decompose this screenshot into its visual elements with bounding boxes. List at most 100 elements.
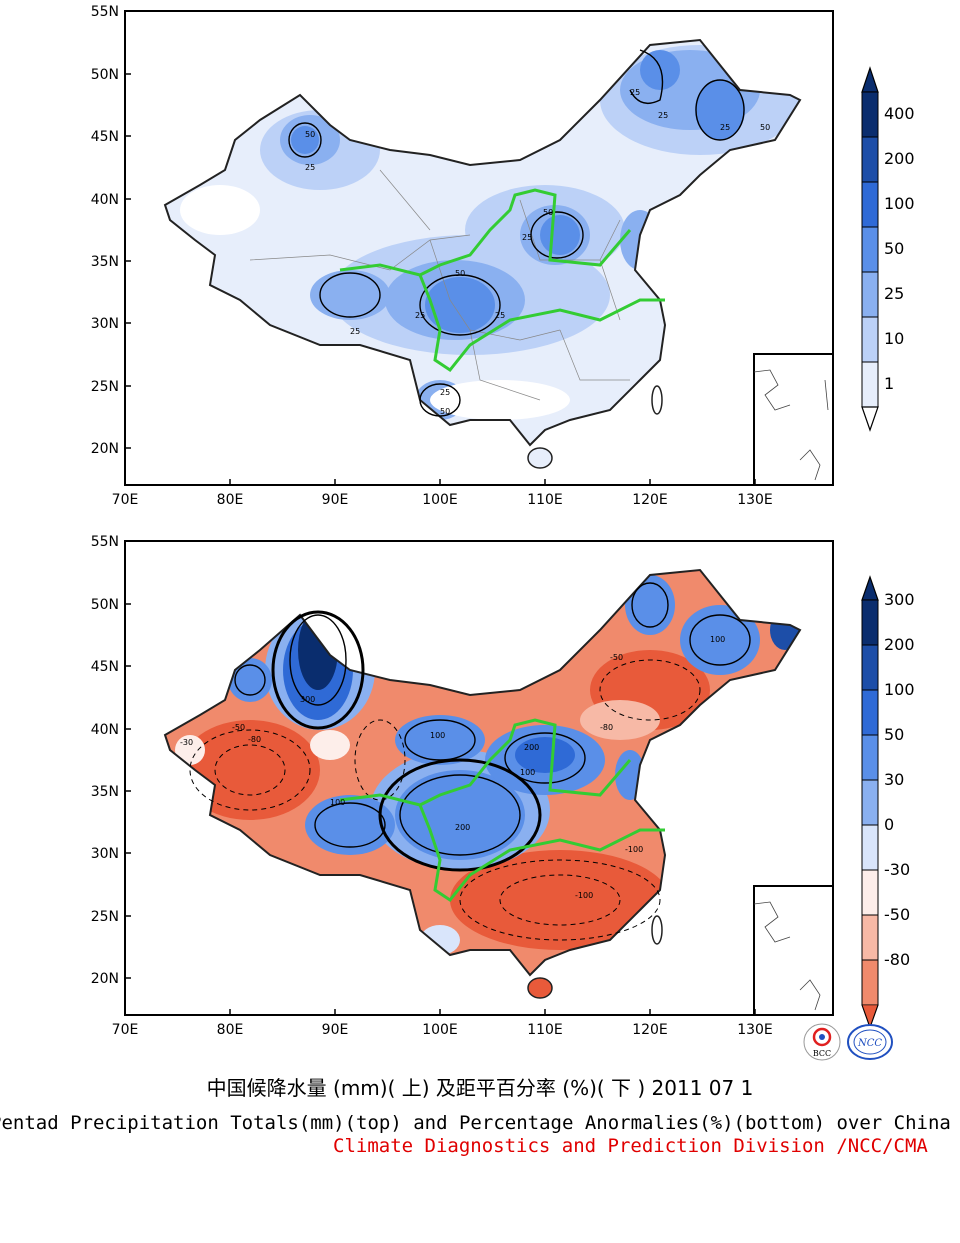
lon-label: 130E	[737, 1022, 773, 1038]
contour-label: -100	[625, 845, 643, 854]
colorbar-label: 100	[884, 680, 915, 699]
top-precip-shading	[163, 38, 802, 469]
contour-label: 25	[658, 111, 668, 120]
bcc-logo-icon: BCC	[803, 1023, 841, 1061]
lon-label: 90E	[322, 492, 349, 508]
lat-label: 50N	[91, 597, 119, 613]
colorbar-label: 50	[884, 239, 904, 258]
contour-label: -30	[180, 738, 193, 747]
contour-label: -80	[248, 735, 261, 744]
contour-label: 50	[543, 208, 553, 217]
lat-label: 55N	[91, 534, 119, 550]
contour-label: 300	[300, 695, 315, 704]
lon-label: 110E	[527, 1022, 563, 1038]
top-lat-labels: 55N 50N 45N 40N 35N 30N 25N 20N	[91, 4, 119, 457]
contour-label: 50	[455, 269, 465, 278]
colorbar-bottom-arrow	[861, 1004, 879, 1028]
contour-label: 100	[520, 768, 535, 777]
lon-label: 100E	[422, 492, 458, 508]
ncc-logo: NCC	[846, 1022, 893, 1062]
bottom-colorbar: 300 200 100 50 30 0 -30 -50 -80	[861, 575, 915, 1028]
top-inset-map	[753, 353, 834, 486]
top-map-svg: 50 25 25 50 25 25 25 50 25 25 50 25 25 5…	[91, 4, 915, 508]
lon-label: 120E	[632, 1022, 668, 1038]
lat-label: 35N	[91, 784, 119, 800]
top-contour-labels: 50 25 25 50 25 25 25 50 25 25 50 25 25 5…	[305, 88, 770, 416]
contour-label: 200	[455, 823, 470, 832]
credit-line: Climate Diagnostics and Prediction Divis…	[333, 1135, 928, 1157]
contour-label: 50	[760, 123, 770, 132]
lat-label: 30N	[91, 846, 119, 862]
bottom-lon-labels: 70E 80E 90E 100E 110E 120E 130E	[112, 1022, 773, 1038]
contour-label: 100	[430, 731, 445, 740]
colorbar-label: 1	[884, 374, 894, 393]
lat-label: 40N	[91, 192, 119, 208]
contour-label: 100	[710, 635, 725, 644]
contour-label: -100	[575, 891, 593, 900]
lon-label: 70E	[112, 1022, 139, 1038]
lon-label: 90E	[322, 1022, 349, 1038]
bottom-lat-labels: 55N 50N 45N 40N 35N 30N 25N 20N	[91, 534, 119, 987]
lat-label: 20N	[91, 441, 119, 457]
lat-label: 45N	[91, 129, 119, 145]
colorbar-label: 10	[884, 329, 904, 348]
lon-label: 70E	[112, 492, 139, 508]
top-lon-labels: 70E 80E 90E 100E 110E 120E 130E	[112, 492, 773, 508]
lat-label: 35N	[91, 254, 119, 270]
lon-label: 130E	[737, 492, 773, 508]
colorbar-label: 30	[884, 770, 904, 789]
ncc-logo-text: NCC	[857, 1038, 882, 1049]
lat-label: 25N	[91, 909, 119, 925]
colorbar-label: 100	[884, 194, 915, 213]
contour-label: 25	[630, 88, 640, 97]
lon-label: 120E	[632, 492, 668, 508]
lat-label: 25N	[91, 379, 119, 395]
contour-label: 25	[440, 388, 450, 397]
lon-label: 110E	[527, 492, 563, 508]
contour-label: 25	[495, 311, 505, 320]
colorbar-label: -80	[884, 950, 910, 969]
lon-label: 80E	[217, 1022, 244, 1038]
colorbar-label: -50	[884, 905, 910, 924]
colorbar-label: 200	[884, 149, 915, 168]
colorbar-top-arrow	[861, 575, 879, 601]
contour-label: 50	[305, 130, 315, 139]
contour-label: 25	[350, 327, 360, 336]
top-colorbar: 400 200 100 50 25 10 1	[861, 66, 915, 432]
colorbar-label: 200	[884, 635, 915, 654]
lon-label: 100E	[422, 1022, 458, 1038]
contour-label: 50	[440, 407, 450, 416]
contour-label: 25	[415, 311, 425, 320]
lat-label: 40N	[91, 722, 119, 738]
bottom-map-svg: 300 200 100 -100 -50 -80 200 100 -100 10…	[91, 534, 915, 1038]
lat-label: 30N	[91, 316, 119, 332]
colorbar-top-arrow	[861, 66, 879, 93]
lat-label: 55N	[91, 4, 119, 20]
colorbar-label: 50	[884, 725, 904, 744]
colorbar-label: 300	[884, 590, 915, 609]
colorbar-bottom-arrow	[861, 406, 879, 432]
top-precip-map: 50 25 25 50 25 25 25 50 25 25 50 25 25 5…	[0, 0, 960, 520]
lat-label: 50N	[91, 67, 119, 83]
colorbar-label: 400	[884, 104, 915, 123]
bottom-contour-labels: 300 200 100 -100 -50 -80 200 100 -100 10…	[180, 635, 725, 900]
contour-label: 25	[720, 123, 730, 132]
top-map-frame	[124, 10, 834, 486]
bottom-anomaly-shading	[163, 568, 802, 999]
colorbar-label: 25	[884, 284, 904, 303]
contour-label: -50	[610, 653, 623, 662]
contour-label: -50	[232, 723, 245, 732]
bcc-logo: BCC	[802, 1022, 842, 1062]
contour-label: 200	[524, 743, 539, 752]
bcc-logo-text: BCC	[813, 1049, 831, 1058]
english-title: Pentad Precipitation Totals(mm)(top) and…	[0, 1112, 951, 1134]
lat-label: 20N	[91, 971, 119, 987]
colorbar-label: -30	[884, 860, 910, 879]
chinese-title: 中国候降水量 (mm)( 上) 及距平百分率 (%)( 下 ) 2011 07 …	[206, 1076, 754, 1100]
bottom-anomaly-map: 300 200 100 -100 -50 -80 200 100 -100 10…	[0, 530, 960, 1050]
lat-label: 45N	[91, 659, 119, 675]
colorbar-label: 0	[884, 815, 894, 834]
lon-label: 80E	[217, 492, 244, 508]
bottom-inset-map	[753, 885, 834, 1016]
contour-label: -80	[600, 723, 613, 732]
